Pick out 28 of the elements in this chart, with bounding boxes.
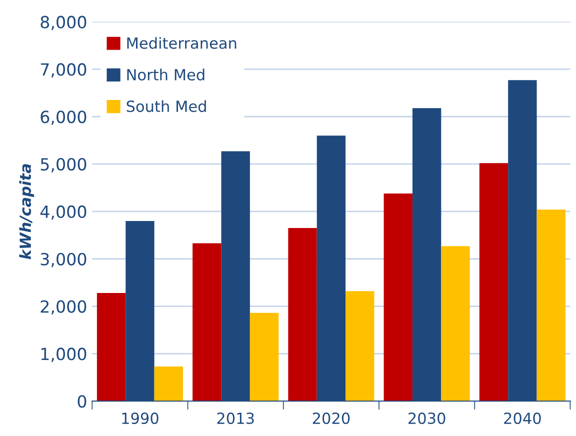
- bar: [154, 366, 183, 402]
- bar: [96, 293, 126, 402]
- bar: [384, 193, 412, 402]
- y-tick-label: 5,000: [40, 158, 86, 172]
- y-tick-label: 1,000: [41, 348, 86, 362]
- y-tick-label: 8,000: [40, 16, 86, 30]
- bar: [192, 243, 222, 402]
- bar: [288, 228, 317, 402]
- x-tick-label: 2013: [217, 412, 254, 424]
- x-tick-label: 2030: [408, 412, 446, 424]
- legend-label: Mediterranean: [127, 37, 236, 49]
- y-tick-label: 0: [78, 395, 86, 408]
- y-tick-label: 2,000: [40, 300, 86, 315]
- y-tick-label: 7,000: [40, 63, 86, 78]
- legend-label: North Med: [127, 68, 204, 80]
- legend-label: South Med: [126, 100, 206, 112]
- bar: [479, 163, 508, 402]
- bar: [250, 312, 279, 402]
- x-tick-label: 2020: [312, 412, 350, 424]
- x-tick-label: 1990: [122, 412, 158, 424]
- bar: [441, 246, 470, 402]
- y-tick-label: 6,000: [40, 110, 86, 125]
- y-tick-label: 3,000: [40, 252, 86, 268]
- y-tick-label: 4,000: [40, 205, 86, 220]
- x-tick-label: 2040: [504, 412, 541, 424]
- bar: [536, 210, 566, 402]
- bar: [346, 291, 374, 402]
- y-axis-title: kWh/capita: [19, 164, 34, 260]
